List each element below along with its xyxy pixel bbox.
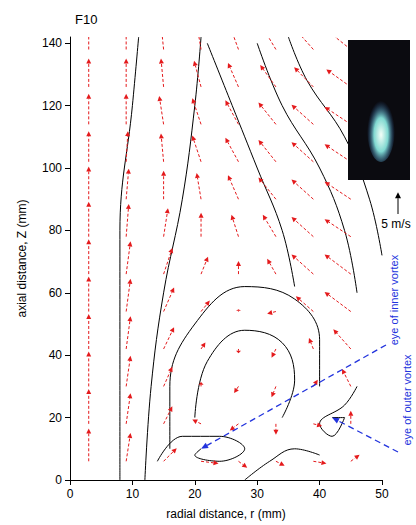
svg-text:100: 100 <box>42 161 62 175</box>
svg-text:0: 0 <box>67 487 74 501</box>
svg-text:eye of outer vortex: eye of outer vortex <box>401 354 413 446</box>
svg-text:radial distance, r (mm): radial distance, r (mm) <box>166 507 285 521</box>
svg-text:0: 0 <box>55 473 62 487</box>
svg-text:5 m/s: 5 m/s <box>381 217 410 231</box>
svg-text:30: 30 <box>251 487 265 501</box>
svg-text:10: 10 <box>126 487 140 501</box>
svg-text:120: 120 <box>42 99 62 113</box>
svg-text:F10: F10 <box>75 12 97 27</box>
svg-text:20: 20 <box>188 487 202 501</box>
svg-text:60: 60 <box>49 286 63 300</box>
svg-text:axial distance, Z (mm): axial distance, Z (mm) <box>15 199 29 317</box>
svg-text:eye of inner vortex: eye of inner vortex <box>388 254 400 345</box>
svg-text:80: 80 <box>49 223 63 237</box>
svg-text:20: 20 <box>49 411 63 425</box>
svg-text:40: 40 <box>313 487 327 501</box>
svg-text:50: 50 <box>375 487 389 501</box>
svg-text:140: 140 <box>42 36 62 50</box>
svg-text:40: 40 <box>49 348 63 362</box>
